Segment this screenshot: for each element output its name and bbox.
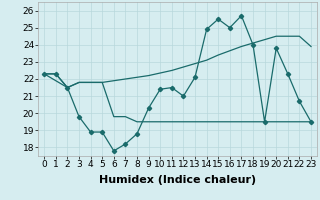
X-axis label: Humidex (Indice chaleur): Humidex (Indice chaleur) [99, 175, 256, 185]
